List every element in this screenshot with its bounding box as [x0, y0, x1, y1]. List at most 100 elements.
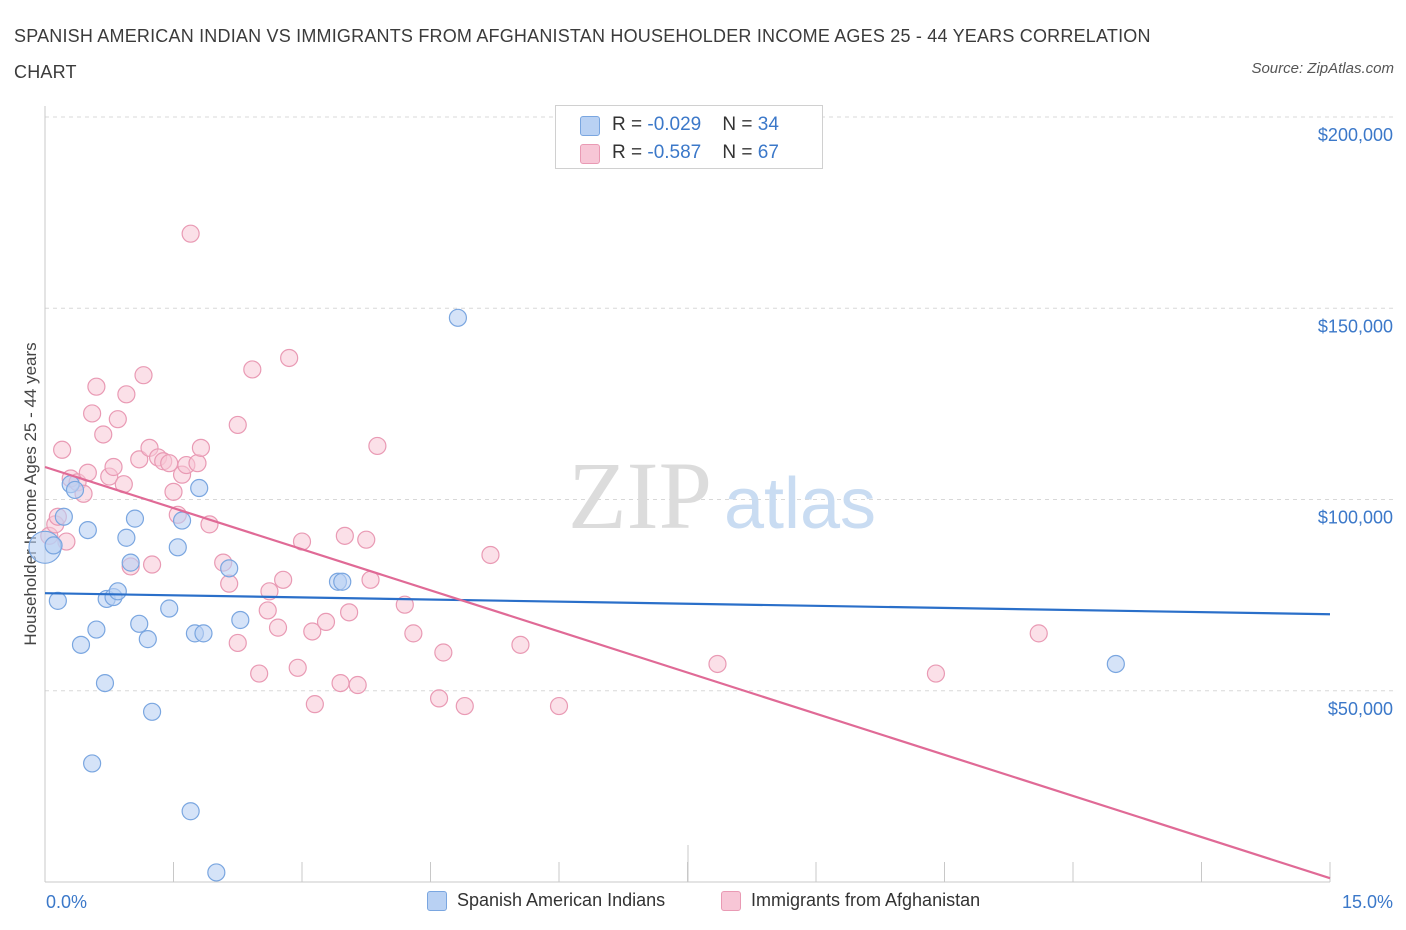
watermark: ZIP atlas	[568, 442, 876, 549]
trend-lines	[44, 465, 1331, 880]
point-spanish-american-indian	[121, 553, 140, 572]
legend-r-value: -0.587	[647, 142, 702, 163]
point-afghanistan	[511, 635, 530, 654]
point-afghanistan	[331, 673, 350, 693]
point-spanish-american-indian	[130, 614, 149, 633]
legend-n-label: N =	[722, 142, 758, 163]
legend-label: Immigrants from Afghanistan	[751, 890, 981, 910]
point-afghanistan	[303, 622, 322, 641]
trendline-spanish-american-indians	[44, 592, 1331, 616]
point-afghanistan	[280, 348, 299, 368]
trendline-afghanistan	[44, 465, 1331, 880]
point-spanish-american-indian	[207, 863, 226, 882]
point-afghanistan	[250, 664, 269, 683]
point-afghanistan	[1029, 624, 1048, 643]
point-afghanistan	[181, 224, 200, 243]
x-tick-label-max: 15.0%	[1342, 892, 1393, 912]
point-afghanistan	[87, 377, 106, 396]
y-tick-label: $50,000	[1328, 699, 1393, 719]
point-afghanistan	[549, 696, 569, 716]
point-spanish-american-indian	[65, 480, 85, 500]
watermark-atlas: atlas	[724, 464, 876, 544]
point-afghanistan	[395, 595, 414, 614]
point-spanish-american-indian	[83, 754, 102, 773]
point-spanish-american-indian	[172, 511, 192, 530]
point-afghanistan	[191, 438, 211, 457]
chart-title: SPANISH AMERICAN INDIAN VS IMMIGRANTS FR…	[14, 26, 1151, 82]
x-tick-label-min: 0.0%	[46, 892, 87, 912]
correlation-legend: R = -0.029 N = 34 R = -0.587 N = 67	[555, 105, 823, 169]
legend-n-value: 34	[757, 114, 779, 135]
watermark-zip: ZIP	[568, 442, 712, 549]
point-afghanistan	[260, 582, 279, 601]
point-afghanistan	[340, 603, 359, 622]
point-afghanistan	[348, 675, 367, 695]
point-spanish-american-indian	[44, 536, 63, 555]
point-spanish-american-indian	[54, 507, 73, 526]
point-spanish-american-indian	[71, 635, 91, 654]
legend-n-value: 67	[757, 142, 779, 163]
point-spanish-american-indian	[160, 599, 179, 618]
legend-swatch-pink	[580, 144, 600, 164]
point-afghanistan	[708, 654, 727, 674]
point-spanish-american-indian	[117, 528, 136, 547]
point-spanish-american-indian	[231, 610, 250, 630]
point-afghanistan	[83, 404, 102, 423]
point-afghanistan	[288, 658, 307, 677]
point-spanish-american-indian	[142, 702, 162, 721]
point-afghanistan	[53, 440, 72, 459]
y-axis-label: Householder Income Ages 25 - 44 years	[21, 342, 40, 645]
point-spanish-american-indian	[190, 478, 209, 498]
point-spanish-american-indian	[48, 591, 67, 610]
x-ticks	[173, 845, 1331, 882]
point-spanish-american-indian	[194, 624, 213, 643]
legend-swatch-blue	[427, 891, 447, 911]
point-afghanistan	[228, 415, 247, 435]
y-tick-label: $150,000	[1318, 316, 1393, 336]
point-afghanistan	[258, 601, 277, 620]
point-spanish-american-indian	[138, 630, 157, 649]
point-afghanistan	[274, 570, 293, 589]
point-afghanistan	[926, 664, 946, 683]
point-afghanistan	[220, 574, 239, 593]
legend-n-label: N =	[722, 114, 758, 135]
y-tick-labels: $50,000 $100,000 $150,000 $200,000	[1318, 125, 1393, 719]
point-spanish-american-indian	[333, 572, 352, 591]
point-afghanistan	[429, 689, 449, 708]
point-afghanistan	[434, 643, 453, 662]
point-afghanistan	[305, 695, 324, 714]
point-afghanistan	[130, 450, 149, 469]
point-spanish-american-indian	[181, 802, 200, 821]
legend-swatch-pink	[721, 891, 741, 911]
point-afghanistan	[108, 410, 127, 429]
point-afghanistan	[335, 526, 354, 545]
point-afghanistan	[188, 454, 207, 473]
point-afghanistan	[134, 366, 153, 385]
point-afghanistan	[94, 425, 113, 444]
point-afghanistan	[455, 696, 474, 716]
point-afghanistan	[243, 360, 262, 379]
point-afghanistan	[117, 385, 136, 404]
y-tick-label: $200,000	[1318, 125, 1393, 145]
legend-label: Spanish American Indians	[457, 890, 666, 910]
point-afghanistan	[228, 633, 247, 653]
point-spanish-american-indian	[78, 520, 97, 540]
point-afghanistan	[316, 612, 336, 632]
point-spanish-american-indian	[95, 673, 115, 693]
point-spanish-american-indian	[448, 308, 468, 327]
point-afghanistan	[104, 457, 123, 477]
chart-source: Source: ZipAtlas.com	[1251, 60, 1394, 77]
legend-r-value: -0.029	[647, 114, 702, 135]
point-afghanistan	[164, 482, 183, 501]
point-afghanistan	[368, 436, 387, 456]
y-tick-label: $100,000	[1318, 508, 1393, 528]
legend-swatch-blue	[580, 116, 600, 136]
legend-r-label: R =	[612, 142, 648, 163]
point-afghanistan	[357, 530, 376, 549]
point-spanish-american-indian	[87, 620, 106, 639]
point-spanish-american-indian	[108, 582, 127, 601]
point-afghanistan	[268, 618, 288, 637]
point-afghanistan	[404, 624, 423, 643]
series-afghanistan-points	[40, 224, 1048, 716]
